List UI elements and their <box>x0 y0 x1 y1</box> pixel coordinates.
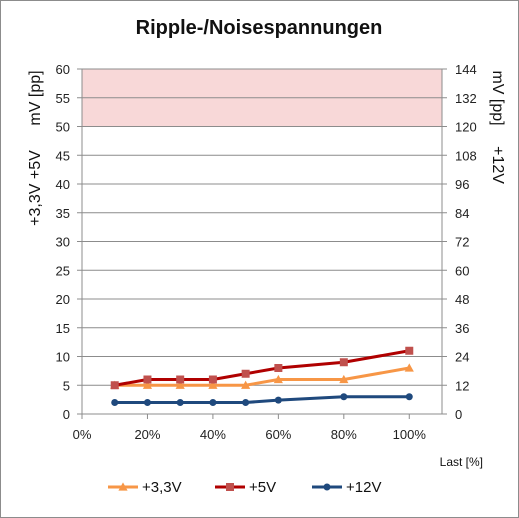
series-line <box>113 395 411 404</box>
data-point <box>176 375 185 384</box>
y-left-tick-label: 25 <box>56 263 70 278</box>
data-point <box>143 399 151 406</box>
data-point <box>273 374 283 384</box>
legend-label: +12V <box>346 479 381 496</box>
gridlines <box>82 68 442 386</box>
y-right-tick-label: 72 <box>455 235 469 250</box>
y-right-tick-label: 12 <box>455 378 469 393</box>
y-right-tick-label: 36 <box>455 321 469 336</box>
axes <box>77 68 447 419</box>
y-left-tick-label: 5 <box>63 378 70 393</box>
y-left-unit-label: mV [pp] <box>27 70 44 125</box>
x-tick-label: 80% <box>331 427 357 442</box>
x-axis-label: Last [%] <box>440 455 483 469</box>
y-left-tick-label: 45 <box>56 148 70 163</box>
y-left-tick-label: 55 <box>56 91 70 106</box>
legend-entry: +5V <box>215 479 276 496</box>
data-point <box>176 399 184 406</box>
data-point <box>404 363 414 372</box>
series-2 <box>110 346 414 390</box>
x-tick-label: 0% <box>73 427 92 442</box>
legend-swatch-marker <box>226 483 234 491</box>
x-tick-label: 60% <box>265 427 291 442</box>
data-point <box>208 380 218 389</box>
y-left-axis-label: +3,3V +5V <box>27 150 44 226</box>
data-point <box>175 380 185 389</box>
y-left-tick-label: 20 <box>56 292 70 307</box>
y-left-tick-label: 10 <box>56 350 70 365</box>
data-point <box>339 358 348 367</box>
y-right-tick-label: 120 <box>455 120 477 135</box>
y-right-tick-label: 108 <box>455 148 477 163</box>
y-right-axis-label: +12V <box>489 146 506 184</box>
legend-swatch-marker <box>323 483 331 491</box>
data-point <box>209 399 217 406</box>
data-point <box>142 380 153 389</box>
data-point <box>241 369 250 378</box>
y-left-tick-label: 35 <box>56 206 70 221</box>
y-right-tick-label: 96 <box>455 177 469 192</box>
y-left-tick-label: 50 <box>56 120 70 135</box>
x-tick-label: 40% <box>200 427 226 442</box>
series-layer <box>110 346 414 406</box>
data-point <box>208 375 217 384</box>
legend-label: +5V <box>249 479 276 496</box>
series-3 <box>111 393 413 406</box>
x-tick-label: 100% <box>393 427 427 442</box>
series-line <box>113 366 411 387</box>
data-point <box>242 399 250 406</box>
data-point <box>241 380 251 389</box>
y-right-unit-label: mV [pp] <box>489 70 506 125</box>
data-point <box>274 364 283 372</box>
y-right-tick-label: 60 <box>455 263 469 278</box>
tick-labels: 0 5 10 15 20 25 30 35 40 45 50 55 60 0 12 24 36 48 60 72 84 9… <box>56 62 477 442</box>
y-right-tick-label: 144 <box>455 62 477 77</box>
y-left-tick-label: 60 <box>56 62 70 77</box>
y-right-tick-label: 0 <box>455 407 462 422</box>
chart-title: Ripple-/Noisespannungen <box>136 17 383 39</box>
x-tick-label: 20% <box>134 427 160 442</box>
data-point <box>111 399 119 406</box>
data-point <box>274 396 282 404</box>
data-point <box>405 346 414 355</box>
data-point <box>339 374 349 384</box>
y-right-tick-label: 48 <box>455 292 469 307</box>
y-right-tick-label: 24 <box>455 350 469 365</box>
legend-label: +3,3V <box>142 479 182 496</box>
data-point <box>340 393 348 401</box>
legend-swatch-marker <box>118 482 128 491</box>
data-point <box>143 375 152 384</box>
y-left-tick-label: 30 <box>56 235 70 250</box>
y-right-tick-label: 132 <box>455 91 477 106</box>
data-point <box>405 393 413 401</box>
series-line <box>113 349 411 387</box>
legend: +3,3V +5V +12V <box>108 479 381 496</box>
y-left-tick-label: 0 <box>63 407 70 422</box>
y-left-tick-label: 15 <box>56 321 70 336</box>
y-right-tick-label: 84 <box>455 206 469 221</box>
data-point <box>110 381 119 390</box>
y-left-tick-label: 40 <box>56 177 70 192</box>
legend-entry: +3,3V <box>108 479 182 496</box>
legend-entry: +12V <box>312 479 381 496</box>
